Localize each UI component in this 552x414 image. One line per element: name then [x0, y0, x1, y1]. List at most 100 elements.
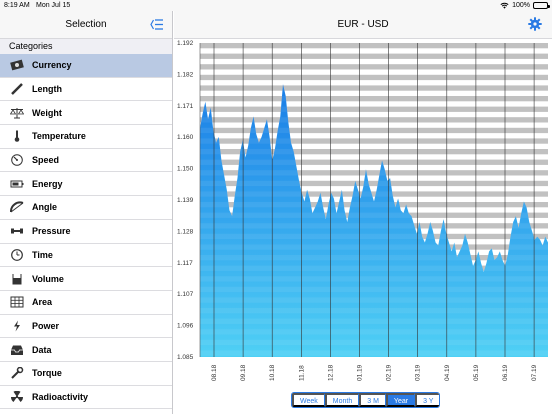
area-stripe: [200, 127, 548, 134]
y-tick-label: 1.139: [177, 197, 194, 204]
grid-stripe: [200, 138, 548, 144]
sidebar-item-currency[interactable]: Currency: [0, 54, 172, 78]
sidebar-item-weight[interactable]: Weight: [0, 101, 172, 126]
sidebar-item-label: Weight: [32, 107, 62, 118]
status-time: 8:19 AM: [4, 2, 30, 9]
y-tick-label: 1.117: [177, 260, 193, 267]
clock-icon: [9, 248, 25, 262]
x-tick-label: 12.18: [327, 364, 334, 381]
x-tick-label: 03.19: [415, 364, 422, 381]
sidebar-item-label: Length: [32, 84, 62, 95]
exchange-rate-chart[interactable]: 1.192 1.182 1.171 1.160 1.150 1.139 1.128 1.117…: [174, 39, 552, 399]
x-tick-label: 10.18: [269, 364, 276, 381]
area-stripe: [200, 329, 548, 335]
sidebar-item-energy[interactable]: Energy: [0, 172, 172, 197]
sidebar-item-power[interactable]: Power: [0, 315, 172, 339]
wifi-icon: [500, 2, 509, 9]
x-tick-label: 02.19: [386, 364, 393, 381]
y-tick-label: 1.160: [177, 134, 194, 141]
sidebar-item-pressure[interactable]: Pressure: [0, 220, 172, 244]
range-year-button[interactable]: Year: [385, 393, 416, 407]
sidebar-item-label: Temperature: [32, 131, 86, 142]
area-stripe: [200, 85, 548, 91]
grid-stripe: [200, 64, 548, 70]
range-selector: Week Month 3 M Year 3 Y: [291, 392, 441, 408]
x-tick-label: 07.19: [531, 364, 538, 381]
grid-stripe: [200, 191, 548, 197]
y-tick-label: 1.182: [177, 71, 194, 78]
sidebar-item-label: Pressure: [32, 226, 71, 237]
battery-icon: [533, 2, 550, 9]
y-tick-label: 1.128: [177, 228, 194, 235]
sidebar-item-speed[interactable]: Speed: [0, 149, 172, 173]
currency-icon: [9, 58, 25, 72]
grid-stripe: [200, 180, 548, 187]
area-stripe: [200, 308, 548, 314]
y-tick-label: 1.192: [177, 40, 194, 47]
x-tick-label: 08.18: [211, 364, 218, 381]
y-tick-label: 1.150: [177, 166, 194, 173]
grid-stripe: [200, 106, 548, 112]
x-tick-label: 01.19: [357, 364, 364, 381]
chart-svg[interactable]: 1.192 1.182 1.171 1.160 1.150 1.139 1.128 1.117…: [174, 39, 552, 391]
sidebar-item-volume[interactable]: Volume: [0, 267, 172, 291]
category-list: Currency Length Weight Temperature Speed: [0, 54, 172, 410]
area-stripe: [200, 255, 548, 261]
y-tick-label: 1.096: [177, 323, 194, 330]
sidebar-item-time[interactable]: Time: [0, 244, 172, 268]
area-stripe: [200, 202, 548, 208]
rate-area-series[interactable]: [200, 84, 548, 357]
battery-icon: [9, 177, 25, 191]
area-stripe: [200, 191, 548, 197]
area-stripe: [200, 149, 548, 155]
area-stripe: [200, 117, 548, 123]
sidebar-item-label: Radioactivity: [32, 391, 89, 402]
page-title: EUR - USD: [337, 19, 389, 30]
sidebar-item-area[interactable]: Area: [0, 291, 172, 315]
range-3y-button[interactable]: 3 Y: [415, 393, 440, 407]
scale-icon: [9, 106, 25, 120]
speedometer-icon: [9, 153, 25, 167]
grid-stripe: [200, 159, 548, 165]
grid-stripe: [200, 53, 548, 59]
beaker-icon: [9, 272, 25, 286]
range-3m-button[interactable]: 3 M: [359, 393, 386, 407]
sidebar-item-torque[interactable]: Torque: [0, 362, 172, 386]
sidebar-item-temperature[interactable]: Temperature: [0, 125, 172, 149]
sidebar-item-label: Time: [32, 249, 53, 260]
area-stripe: [200, 339, 548, 346]
sidebar-item-label: Data: [32, 344, 52, 355]
inbox-icon: [9, 343, 25, 357]
grid-stripe: [200, 74, 548, 81]
sidebar-item-data[interactable]: Data: [0, 338, 172, 362]
area-stripe: [200, 318, 548, 324]
sidebar-item-angle[interactable]: Angle: [0, 196, 172, 220]
grid-stripe: [200, 127, 548, 134]
area-stripe: [200, 276, 548, 282]
sidebar-item-radioactivity[interactable]: Radioactivity: [0, 386, 172, 410]
grid-stripe: [200, 117, 548, 123]
status-bar: 8:19 AM Mon Jul 15 100%: [0, 0, 552, 11]
area-stripe: [200, 138, 548, 144]
y-tick-label: 1.171: [177, 103, 194, 110]
range-month-button[interactable]: Month: [324, 393, 360, 407]
status-right: 100%: [500, 0, 550, 11]
status-date: Mon Jul 15: [36, 2, 71, 9]
section-header-categories: Categories: [0, 39, 172, 54]
x-tick-label: 05.19: [473, 364, 480, 381]
sidebar-item-label: Power: [32, 320, 60, 331]
area-stripe: [200, 159, 548, 165]
range-week-button[interactable]: Week: [292, 393, 325, 407]
area-stripe: [200, 244, 548, 250]
thermometer-icon: [9, 129, 25, 143]
radiation-icon: [9, 390, 25, 404]
area-stripe: [200, 96, 548, 102]
list-reorder-icon[interactable]: [150, 18, 164, 31]
grid-stripe: [200, 170, 548, 176]
area-stripe: [200, 233, 548, 240]
sidebar-item-length[interactable]: Length: [0, 78, 172, 102]
gear-icon[interactable]: [528, 17, 542, 31]
area-stripe: [200, 223, 548, 229]
pressure-icon: [9, 224, 25, 238]
sidebar-header: Selection: [0, 11, 172, 39]
